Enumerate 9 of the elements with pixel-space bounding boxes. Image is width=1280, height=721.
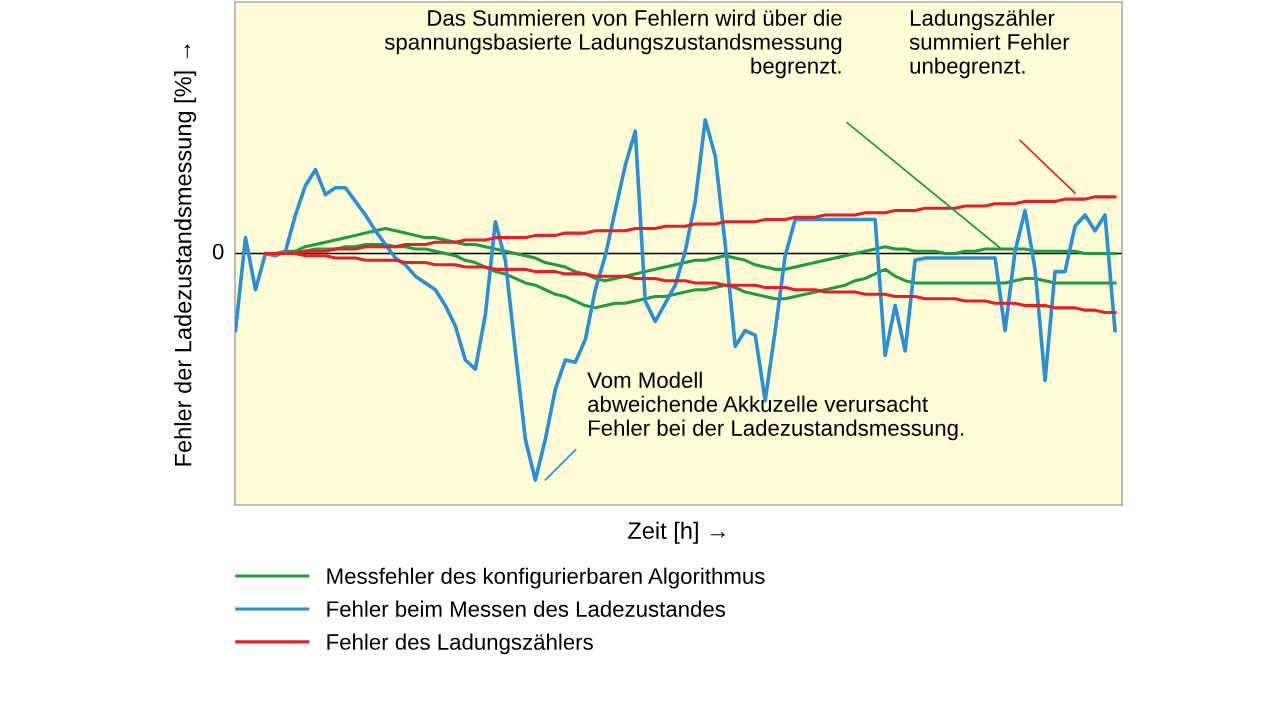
x-axis-title: Zeit [h] → [628,521,725,544]
annotation: Vom Modell abweichende Akkuzelle verursacht Fehler bei der Ladezustandsmessung. [587,371,964,441]
ref-line-label: 0 [212,243,224,260]
text: Das Summieren von Fehlern wird über die spannungsbasierte Ladungszustandsmessung begrenzt. [384,9,842,79]
legend-label: Fehler beim Messen des Ladezustandes [327,600,726,617]
y-axis-title: Fehler der Ladezustandsmessung [%] → [174,44,197,466]
legend-label: Messfehler des konfigurierbaren Algorithmus [327,567,765,589]
legend-label: Fehler des Ladungszählers [327,633,593,655]
text: Ladungszähler summiert Fehler unbegrenzt. [909,9,1070,79]
